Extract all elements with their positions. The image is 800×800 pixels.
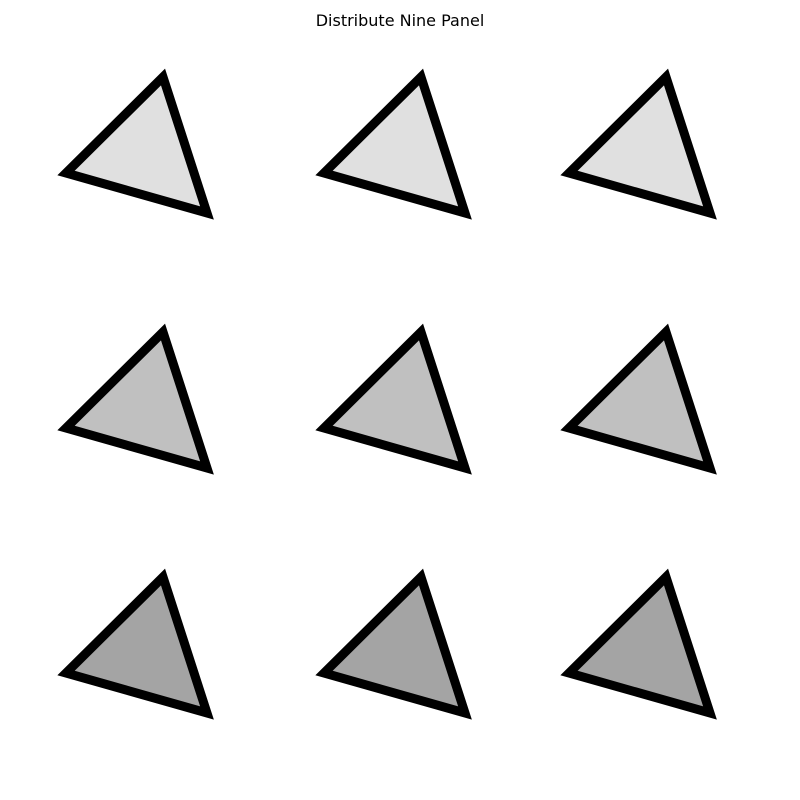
panel-r2-c1 xyxy=(57,323,214,475)
panel-r3-c2 xyxy=(315,568,472,720)
triangle-shape xyxy=(315,323,472,475)
panel-r3-c3 xyxy=(560,568,717,720)
figure-title: Distribute Nine Panel xyxy=(315,11,485,30)
triangle-shape xyxy=(57,68,214,220)
panel-r2-c2 xyxy=(315,323,472,475)
panel-r1-c1 xyxy=(57,68,214,220)
panel-r1-c2 xyxy=(315,68,472,220)
triangle-shape xyxy=(315,568,472,720)
panel-r2-c3 xyxy=(560,323,717,475)
triangle-shape xyxy=(560,568,717,720)
panel-r1-c3 xyxy=(560,68,717,220)
triangle-shape xyxy=(560,68,717,220)
triangle-shape xyxy=(560,323,717,475)
triangle-shape xyxy=(315,68,472,220)
panel-r3-c1 xyxy=(57,568,214,720)
triangle-shape xyxy=(57,323,214,475)
triangle-shape xyxy=(57,568,214,720)
